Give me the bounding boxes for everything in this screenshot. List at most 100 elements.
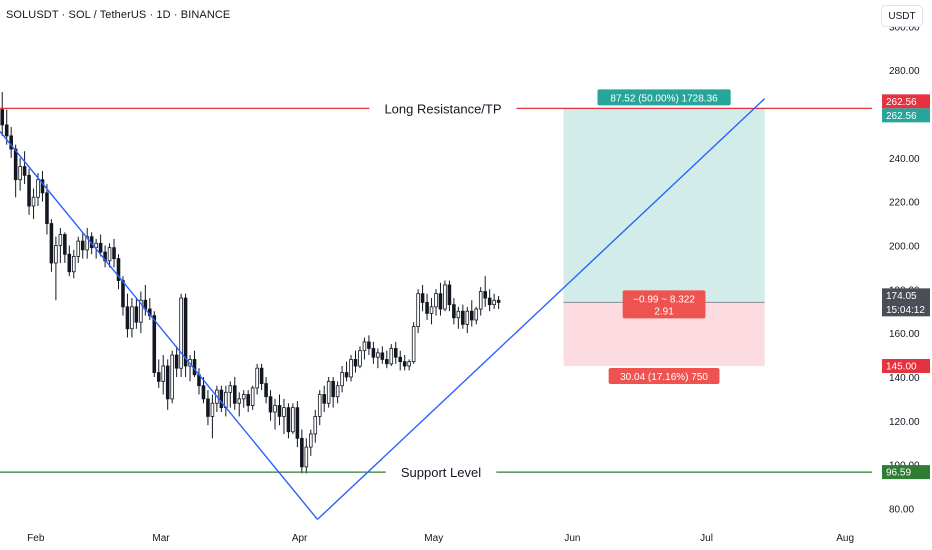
price-axis[interactable]: 80.00100.00120.00140.00160.00180.00200.0… (872, 0, 932, 550)
candle (139, 291, 143, 334)
candle (152, 311, 157, 377)
candle (398, 350, 403, 371)
price-axis-badge (882, 108, 930, 123)
price-axis-badge-label: 96.59 (886, 468, 911, 479)
candle-body (228, 385, 233, 393)
candle (237, 392, 242, 417)
candle (170, 350, 174, 404)
candle (27, 168, 31, 215)
candle-body (165, 365, 170, 400)
candle-body (282, 407, 286, 417)
candle-body (322, 394, 326, 404)
candle-body (295, 407, 300, 439)
candle (362, 337, 367, 360)
target-label-bg (597, 89, 731, 106)
candle (447, 280, 452, 312)
candle-body (420, 293, 425, 303)
candle (286, 403, 291, 439)
candle (156, 359, 161, 388)
candle-body (45, 192, 49, 224)
candle-body (80, 240, 85, 251)
candle-body (264, 383, 268, 398)
time-tick-label: Feb (27, 533, 45, 544)
candle-body (411, 326, 416, 363)
candle (206, 390, 210, 426)
candle (273, 398, 277, 430)
candle (411, 322, 416, 364)
candle (0, 92, 5, 136)
candle-body (161, 365, 166, 382)
candle (40, 170, 45, 202)
candle-body (349, 359, 353, 378)
candle (402, 355, 407, 371)
candle (487, 289, 492, 312)
candle (58, 227, 63, 263)
candle-body (429, 306, 434, 314)
price-tick-label: 240.00 (889, 154, 920, 165)
candle-body (385, 359, 389, 365)
candle (49, 219, 54, 272)
candle-body (407, 361, 411, 367)
candle (393, 341, 398, 364)
candle-body (125, 306, 130, 330)
candle (300, 429, 304, 474)
candle-body (4, 124, 9, 137)
candle-body (456, 310, 461, 319)
candle-body (469, 310, 474, 321)
candle (461, 304, 465, 329)
candle (116, 254, 121, 290)
candle (358, 346, 362, 369)
candle-body (219, 389, 224, 409)
candle-body (447, 284, 452, 306)
candle-body (76, 240, 81, 257)
candle (219, 385, 224, 413)
candle-body (425, 302, 429, 314)
candle-body (85, 236, 89, 251)
candle-body (452, 304, 456, 319)
candle-body (389, 348, 394, 365)
candle-body (63, 234, 67, 255)
candles-layer (0, 92, 501, 474)
candle-body (353, 359, 358, 367)
candle-body (22, 166, 27, 176)
horizontal-line-label-bg (369, 99, 517, 118)
candle (282, 398, 286, 434)
candle (425, 293, 429, 320)
time-tick-label: Aug (836, 533, 854, 544)
candle (241, 390, 246, 408)
price-tick-label: 120.00 (889, 417, 920, 428)
stop-label-bg (608, 368, 720, 385)
candle (80, 232, 85, 259)
candle (313, 409, 318, 443)
candle-body (31, 196, 36, 207)
target-zone (563, 108, 765, 303)
candle (54, 236, 58, 301)
candle-body (259, 367, 264, 384)
candle (18, 157, 22, 191)
time-axis[interactable]: Feb Mar Apr May Jun Jul Aug (0, 526, 932, 550)
candle (478, 287, 483, 316)
candle-body (210, 402, 215, 417)
candle (98, 234, 103, 257)
candle (232, 376, 237, 410)
price-axis-badge (882, 359, 930, 374)
currency-button[interactable]: USDT (881, 5, 923, 27)
candle-body (304, 446, 309, 468)
candle-body (380, 352, 385, 360)
candle (277, 394, 282, 426)
price-tick-label: 140.00 (889, 373, 920, 384)
price-axis-badge (882, 94, 930, 109)
time-tick-label: Mar (152, 533, 170, 544)
price-axis-badge-label: 15:04:12 (886, 305, 925, 316)
candle-body (335, 385, 340, 398)
price-tick-label: 300.00 (889, 22, 920, 33)
candle-body (139, 299, 143, 323)
position-center-label: 2.91 (654, 306, 674, 317)
candle (112, 238, 116, 268)
time-tick-label: Jul (700, 533, 713, 544)
candle-body (250, 387, 255, 406)
candle (443, 280, 447, 312)
candle (268, 390, 273, 421)
candle-body (116, 258, 121, 281)
